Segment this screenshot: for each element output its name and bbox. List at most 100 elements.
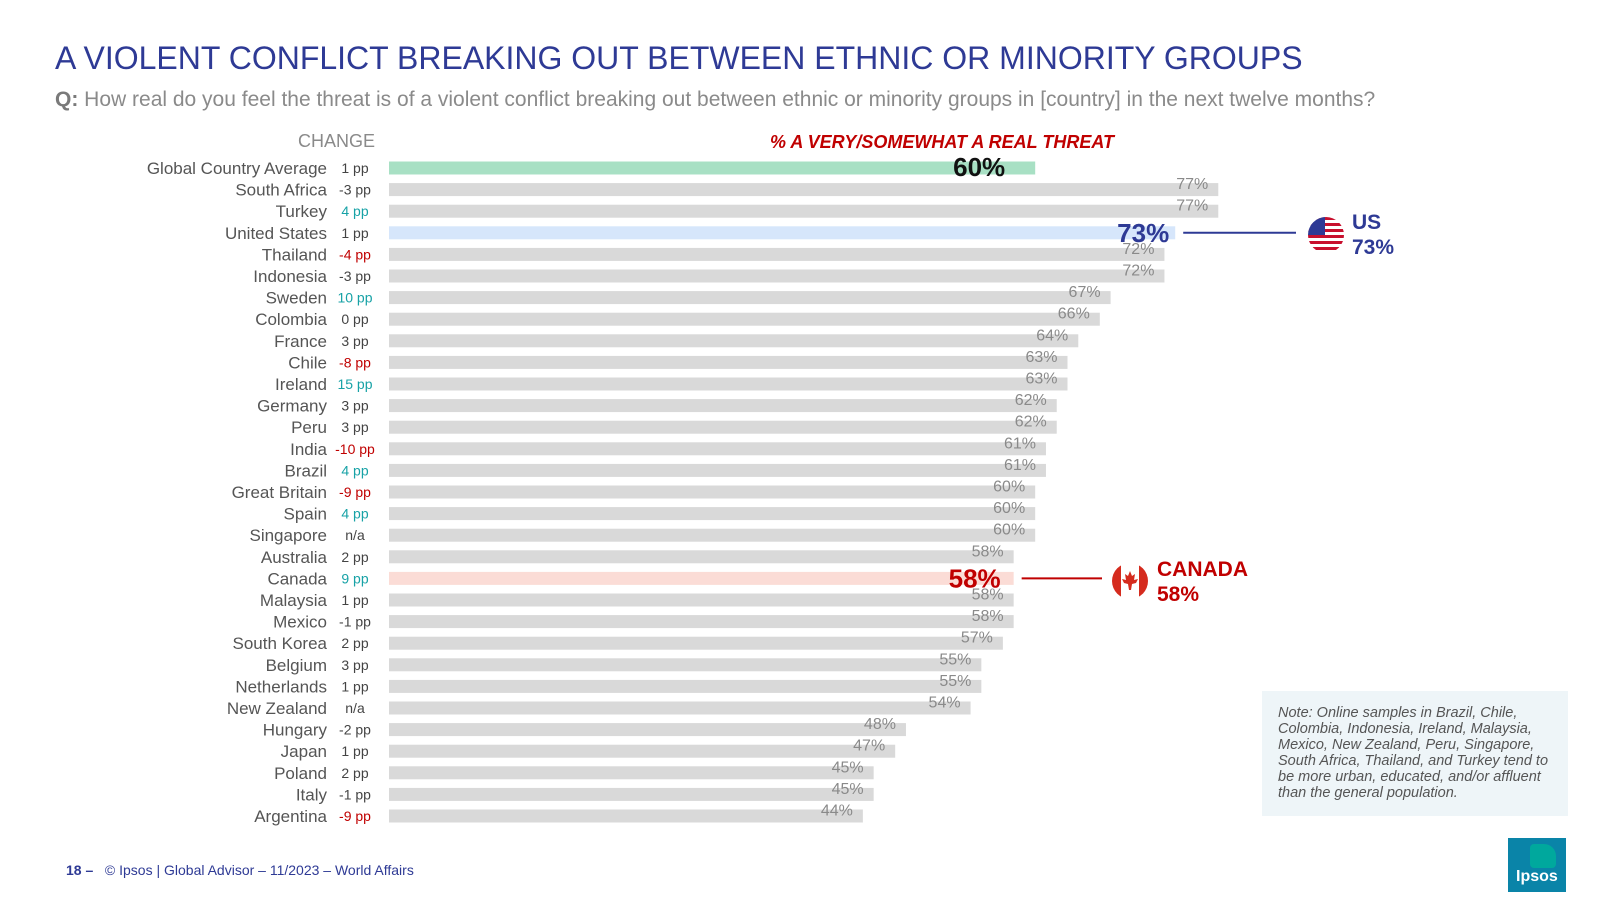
change-value: 1 pp (341, 678, 368, 694)
value-label: 62% (1015, 392, 1047, 409)
bar-27 (389, 744, 896, 758)
change-value: -3 pp (339, 268, 371, 284)
bar-16 (389, 507, 1036, 521)
category-label: United States (225, 224, 327, 243)
logo-mark-icon (1530, 844, 1556, 868)
value-label: 58% (972, 543, 1004, 560)
change-value: -10 pp (335, 441, 375, 457)
change-value: 3 pp (341, 333, 368, 349)
category-label: Argentina (254, 807, 327, 826)
page-number: 18 – (66, 862, 94, 878)
bar-14 (389, 463, 1046, 477)
category-label: Turkey (276, 202, 328, 221)
category-label: Peru (291, 418, 327, 437)
category-label: Sweden (266, 289, 327, 308)
change-value: 3 pp (341, 419, 368, 435)
change-value: 0 pp (341, 311, 368, 327)
bar-30 (389, 809, 863, 823)
category-label: Colombia (255, 310, 327, 329)
change-value: 4 pp (341, 203, 368, 219)
bar-19 (389, 571, 1014, 585)
question-text: Q: How real do you feel the threat is of… (55, 88, 1375, 112)
canada-callout-value: 58% (1157, 583, 1200, 606)
value-label: 63% (1025, 349, 1057, 366)
change-column-header: CHANGE (298, 131, 376, 151)
change-value: -9 pp (339, 484, 371, 500)
bar-20 (389, 593, 1014, 607)
bar-10 (389, 377, 1068, 391)
value-label: 72% (1122, 241, 1154, 258)
category-label: Brazil (284, 461, 327, 480)
question-prefix: Q: (55, 88, 79, 111)
value-label: 54% (929, 695, 961, 712)
bar-11 (389, 399, 1057, 413)
category-label: Ireland (275, 375, 327, 394)
value-label: 55% (939, 673, 971, 690)
footer-text: © Ipsos | Global Advisor – 11/2023 – Wor… (104, 862, 414, 878)
category-label: Spain (284, 505, 327, 524)
canada-callout-name: CANADA (1157, 558, 1248, 581)
ipsos-logo: Ipsos (1508, 838, 1566, 892)
bar-7 (389, 312, 1100, 326)
value-label: 58% (949, 563, 1001, 593)
bar-24 (389, 679, 982, 693)
value-label: 61% (1004, 435, 1036, 452)
bar-25 (389, 701, 971, 715)
us-callout-value: 73% (1352, 236, 1395, 259)
value-label: 77% (1176, 176, 1208, 193)
bar-8 (389, 334, 1079, 348)
bar-5 (389, 269, 1165, 283)
value-label: 57% (961, 630, 993, 647)
value-label: 47% (853, 738, 885, 755)
bar-6 (389, 291, 1111, 305)
bar-17 (389, 528, 1036, 542)
change-value: 3 pp (341, 398, 368, 414)
change-value: -9 pp (339, 808, 371, 824)
value-label: 60% (953, 152, 1005, 182)
value-label: 60% (993, 479, 1025, 496)
value-label: 44% (821, 803, 853, 820)
change-value: -4 pp (339, 246, 371, 262)
change-value: n/a (345, 527, 365, 543)
bar-13 (389, 442, 1046, 456)
change-value: 15 pp (337, 376, 372, 392)
change-value: -1 pp (339, 786, 371, 802)
category-label: South Africa (235, 181, 327, 200)
change-value: 10 pp (337, 290, 372, 306)
change-value: -2 pp (339, 722, 371, 738)
bar-23 (389, 658, 982, 672)
value-label: 64% (1036, 327, 1068, 344)
methodology-note: Note: Online samples in Brazil, Chile, C… (1262, 691, 1568, 816)
change-value: 1 pp (341, 743, 368, 759)
us-flag-icon (1308, 217, 1344, 253)
value-label: 60% (993, 500, 1025, 517)
us-callout-name: US (1352, 211, 1382, 234)
category-label: Australia (261, 548, 328, 567)
category-label: Mexico (273, 613, 327, 632)
category-label: Indonesia (253, 267, 327, 286)
category-label: Canada (267, 569, 327, 588)
change-value: 1 pp (341, 592, 368, 608)
value-label: 60% (993, 522, 1025, 539)
category-label: Great Britain (232, 483, 327, 502)
change-value: -8 pp (339, 354, 371, 370)
canada-flag-icon (1112, 563, 1148, 599)
value-label: 45% (832, 781, 864, 798)
change-value: 1 pp (341, 225, 368, 241)
change-value: 9 pp (341, 570, 368, 586)
bar-15 (389, 485, 1036, 499)
category-label: Singapore (249, 526, 327, 545)
category-label: France (274, 332, 327, 351)
bar-1 (389, 183, 1219, 197)
change-value: 4 pp (341, 462, 368, 478)
value-label: 66% (1058, 306, 1090, 323)
change-value: -3 pp (339, 182, 371, 198)
change-value: 1 pp (341, 160, 368, 176)
change-value: n/a (345, 700, 365, 716)
bar-21 (389, 615, 1014, 629)
bar-9 (389, 355, 1068, 369)
bar-12 (389, 420, 1057, 434)
footer: 18 – © Ipsos | Global Advisor – 11/2023 … (66, 862, 414, 878)
bar-29 (389, 787, 874, 801)
category-label: Malaysia (260, 591, 328, 610)
